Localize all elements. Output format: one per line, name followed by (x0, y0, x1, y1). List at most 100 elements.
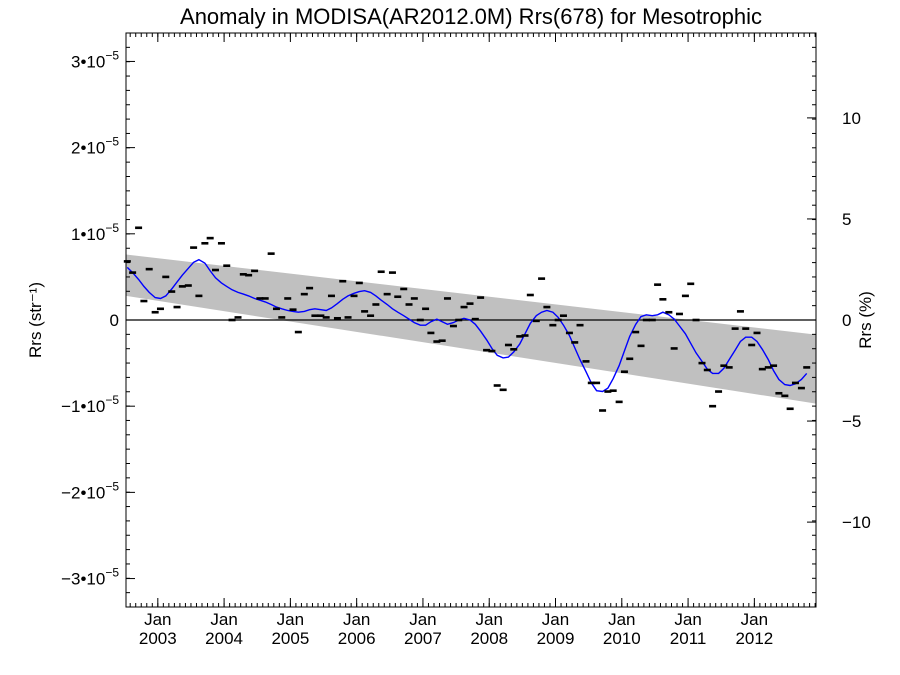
data-point (278, 316, 286, 319)
data-point (333, 316, 341, 320)
data-point (422, 307, 430, 311)
data-point (571, 341, 579, 344)
y-tick-label-left: 1•10−5 (71, 221, 119, 244)
data-point (642, 318, 650, 322)
data-point (654, 283, 662, 286)
x-tick-label-year: 2010 (603, 629, 641, 648)
x-tick-label-month: Jan (741, 610, 768, 629)
data-point (576, 323, 584, 327)
data-point (438, 339, 446, 342)
data-point (239, 273, 247, 276)
x-tick-label-year: 2011 (670, 629, 707, 648)
data-point (327, 294, 335, 298)
data-point (516, 335, 524, 338)
data-point (289, 308, 297, 311)
data-point (703, 368, 711, 372)
data-point (803, 366, 811, 369)
data-point (687, 282, 695, 286)
data-point (466, 302, 474, 305)
x-tick-label-year: 2009 (537, 629, 575, 648)
y-tick-label-left: −1•10−5 (61, 393, 119, 416)
data-point (681, 294, 689, 298)
x-tick-label-year: 2008 (470, 629, 508, 648)
data-point (770, 364, 778, 367)
data-point (123, 260, 131, 263)
data-point (504, 343, 512, 347)
data-point (715, 390, 723, 393)
data-point (156, 307, 164, 311)
data-point (526, 293, 534, 297)
data-point (300, 292, 308, 296)
data-point (201, 241, 209, 245)
x-tick-label-month: Jan (409, 610, 436, 629)
trend-band (126, 254, 816, 404)
data-point (753, 331, 761, 335)
data-point (367, 314, 375, 317)
data-point (709, 404, 717, 408)
data-point (256, 297, 264, 300)
data-point (637, 344, 645, 348)
data-point (775, 391, 783, 395)
data-point (344, 316, 352, 319)
data-point (311, 314, 319, 317)
data-point (410, 297, 418, 300)
data-point (477, 296, 485, 299)
data-point (140, 299, 148, 303)
data-point (267, 252, 275, 255)
data-point (493, 384, 501, 387)
data-point (168, 290, 176, 293)
data-point (339, 279, 347, 283)
data-point (471, 317, 479, 321)
data-point (758, 367, 766, 371)
data-point (162, 275, 170, 279)
y-axis-label-left: Rrs (str⁻¹) (26, 282, 45, 358)
x-tick-label-year: 2004 (205, 629, 243, 648)
data-point (791, 381, 799, 385)
data-point (632, 330, 640, 334)
data-point (405, 303, 413, 306)
data-point (211, 268, 219, 272)
y-axis-label-right: Rrs (%) (856, 291, 875, 349)
y-tick-label-left: −3•10−5 (61, 566, 119, 589)
data-point (449, 324, 457, 328)
data-point (565, 331, 573, 335)
x-tick-label-month: Jan (144, 610, 171, 629)
data-point (609, 389, 617, 392)
data-point (272, 307, 280, 311)
x-tick-label-month: Jan (343, 610, 370, 629)
data-point (322, 316, 330, 319)
data-point (670, 347, 678, 350)
data-point (725, 366, 733, 369)
x-tick-label-year: 2005 (271, 629, 309, 648)
data-point (648, 318, 656, 322)
data-point (532, 319, 540, 323)
x-tick-label-year: 2006 (338, 629, 376, 648)
data-point (234, 316, 242, 319)
data-point (443, 297, 451, 300)
data-point (748, 343, 756, 347)
data-point (178, 285, 186, 288)
data-point (173, 305, 181, 309)
y-tick-label-right: −5 (842, 412, 861, 431)
data-point (675, 312, 683, 316)
data-point (184, 284, 192, 287)
data-point (195, 294, 203, 298)
chart-title: Anomaly in MODISA(AR2012.0M) Rrs(678) fo… (180, 4, 762, 29)
data-point (217, 241, 225, 245)
data-point (350, 294, 358, 298)
data-point (599, 409, 607, 412)
data-point (294, 330, 302, 334)
data-point (190, 246, 198, 249)
x-tick-label-month: Jan (476, 610, 503, 629)
y-tick-label-left: 3•10−5 (71, 48, 119, 71)
x-tick-label-month: Jan (542, 610, 569, 629)
data-point (355, 281, 363, 285)
x-tick-label-month: Jan (674, 610, 701, 629)
y-tick-label-right: 5 (842, 210, 851, 229)
data-point (306, 286, 314, 290)
data-point (521, 334, 529, 337)
data-point (245, 273, 253, 277)
data-point (388, 271, 396, 274)
data-point (284, 297, 292, 300)
y-tick-label-left: −2•10−5 (61, 479, 119, 502)
